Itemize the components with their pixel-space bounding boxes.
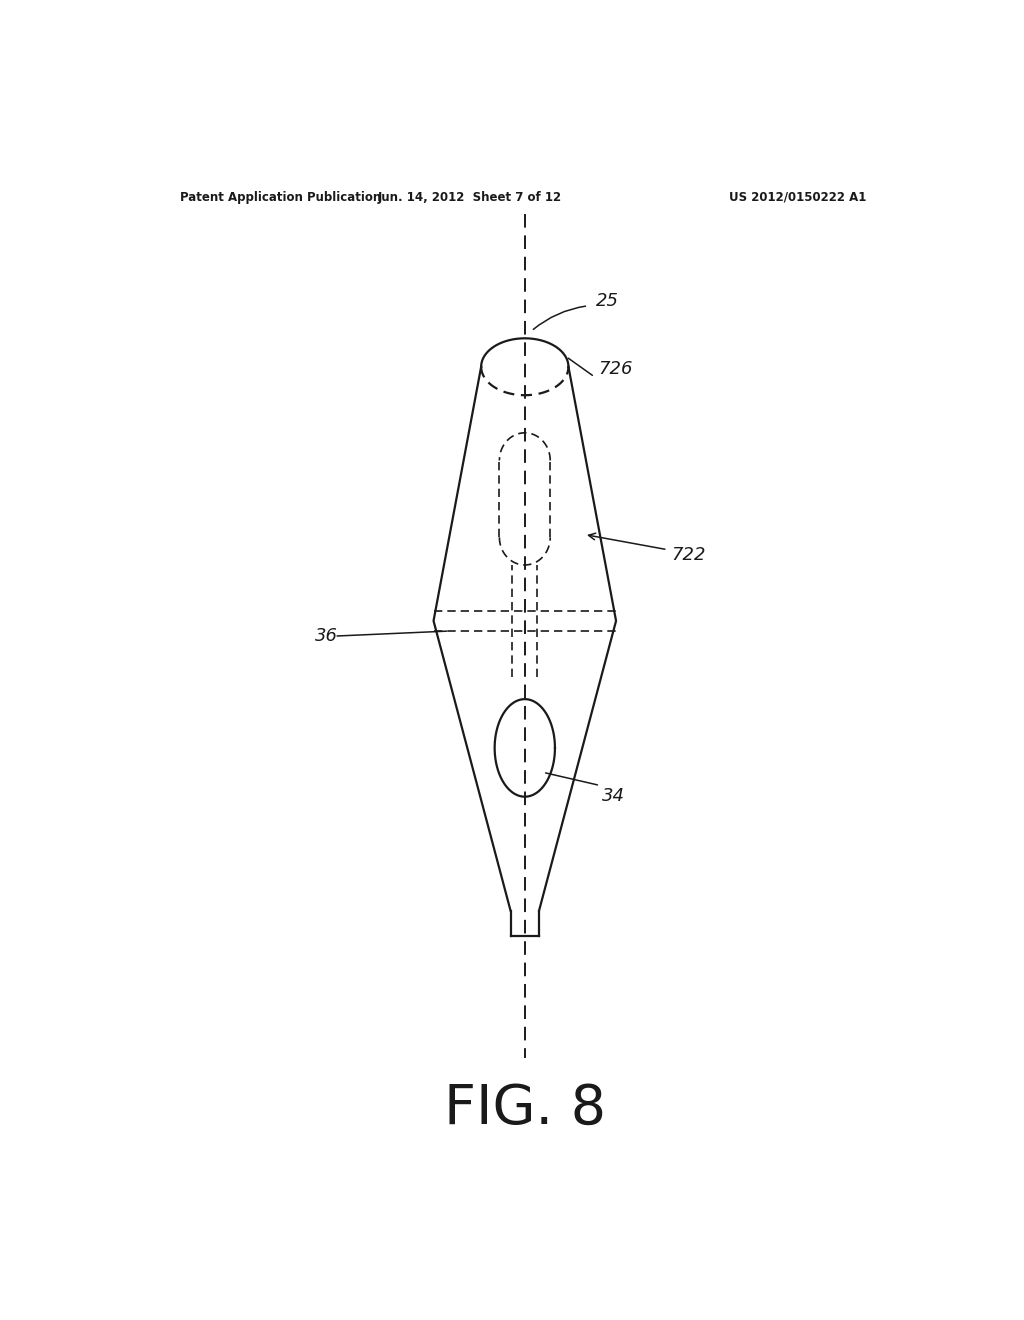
Text: 726: 726	[599, 360, 633, 378]
Text: 722: 722	[672, 545, 707, 564]
Text: 34: 34	[602, 787, 625, 805]
Text: Patent Application Publication: Patent Application Publication	[179, 190, 381, 203]
Text: FIG. 8: FIG. 8	[443, 1081, 606, 1135]
Text: Jun. 14, 2012  Sheet 7 of 12: Jun. 14, 2012 Sheet 7 of 12	[377, 190, 561, 203]
Text: 36: 36	[314, 627, 338, 645]
Text: 25: 25	[596, 292, 620, 310]
Text: US 2012/0150222 A1: US 2012/0150222 A1	[729, 190, 866, 203]
